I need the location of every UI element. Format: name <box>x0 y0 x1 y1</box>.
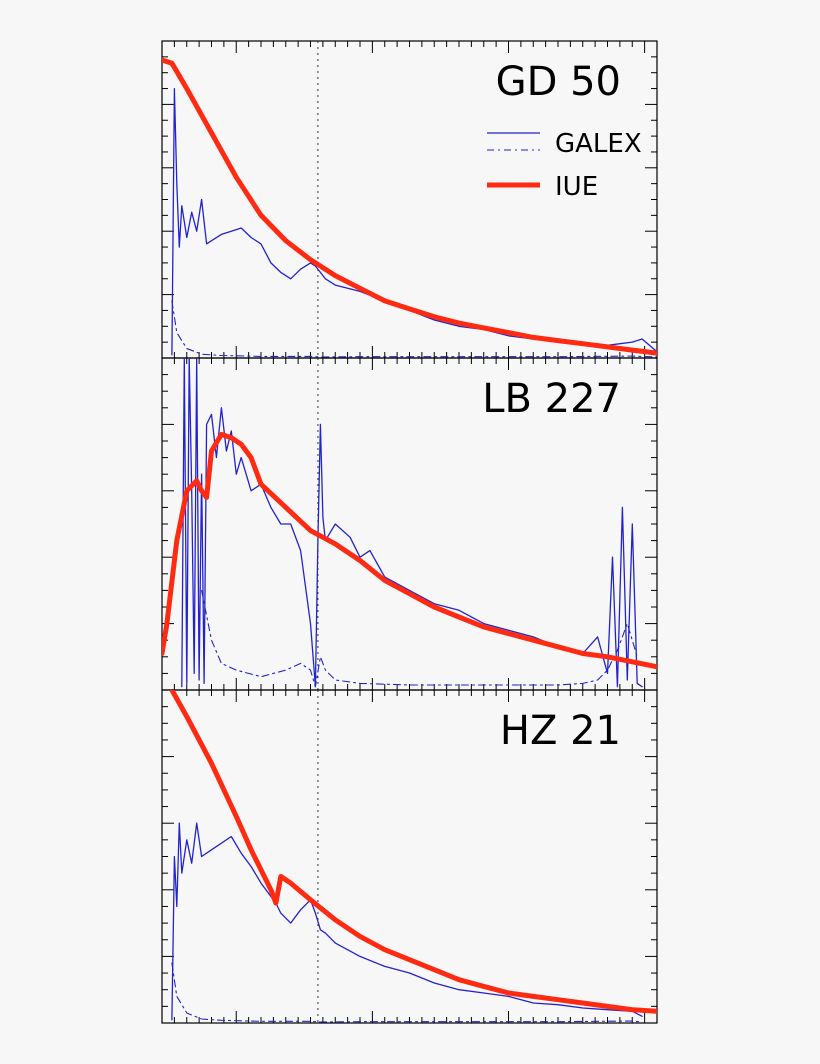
legend-label-iue: IUE <box>555 172 598 202</box>
series-line-galex-dash-dot <box>201 589 638 688</box>
panel-1: GD 50 GALEX IUE <box>161 40 658 359</box>
tick-marks <box>161 690 658 1023</box>
panel-title: GD 50 <box>496 59 621 105</box>
legend: GALEX IUE <box>487 129 642 202</box>
panel-2: LB 227 <box>161 357 658 691</box>
series-line-iue-solid-thick <box>169 690 657 1014</box>
panels: GD 50 GALEX IUE LB 227 HZ 21 <box>161 40 658 1024</box>
tick-marks <box>161 41 658 358</box>
series-line-iue-solid-thick <box>162 431 657 670</box>
series-line-iue-solid-thick <box>162 57 657 356</box>
legend-label-galex: GALEX <box>555 129 642 159</box>
series-line-galex-dash-dot <box>171 962 643 1023</box>
panel-title: HZ 21 <box>500 708 621 754</box>
series-line-galex-solid-thin <box>181 358 643 688</box>
panel-3: HZ 21 <box>161 689 658 1024</box>
series-line-galex-dash-dot <box>171 300 657 358</box>
tick-marks <box>161 358 658 690</box>
panel-title: LB 227 <box>482 376 621 422</box>
series-line-galex-solid-thin <box>171 822 643 1021</box>
